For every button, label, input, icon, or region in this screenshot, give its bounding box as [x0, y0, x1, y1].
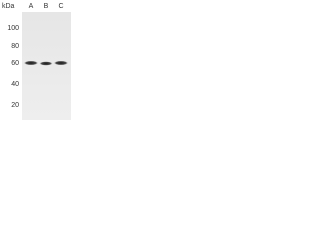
band [24, 60, 38, 66]
band [39, 61, 53, 66]
lane-label: B [44, 3, 49, 10]
lane-label: A [29, 3, 34, 10]
band [54, 60, 68, 66]
western-blot: kDa A B C 100 80 60 40 20 [2, 3, 71, 120]
membrane [22, 12, 71, 120]
unit-label: kDa [2, 3, 15, 10]
lane-label: C [58, 3, 63, 10]
marker-label: 40 [11, 81, 19, 88]
marker-label: 20 [11, 102, 19, 109]
marker-label: 100 [7, 25, 19, 32]
marker-label: 60 [11, 60, 19, 67]
marker-label: 80 [11, 43, 19, 50]
